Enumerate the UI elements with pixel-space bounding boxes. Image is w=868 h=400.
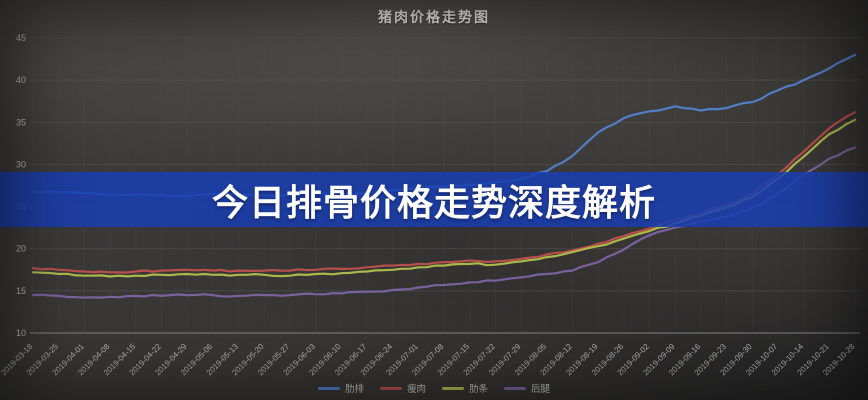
headline-banner: 今日排骨价格走势深度解析 xyxy=(0,172,868,227)
legend-swatch-2 xyxy=(442,386,464,390)
y-tick-label: 45 xyxy=(16,33,26,43)
chart-title: 猪肉价格走势图 xyxy=(378,9,490,25)
legend-label-2: 肋条 xyxy=(469,384,489,395)
y-tick-label: 10 xyxy=(16,328,26,338)
headline-text: 今日排骨价格走势深度解析 xyxy=(211,181,656,223)
y-tick-label: 20 xyxy=(16,244,26,254)
y-tick-label: 40 xyxy=(16,75,26,85)
legend-label-0: 肋排 xyxy=(344,384,364,395)
y-tick-label: 30 xyxy=(16,159,26,169)
chart-legend: 肋排 瘦肉 肋条 后腿 xyxy=(0,379,868,397)
legend-item-3: 后腿 xyxy=(504,381,550,395)
legend-swatch-1 xyxy=(379,386,402,390)
legend-swatch-0 xyxy=(317,386,340,390)
legend-swatch-3 xyxy=(504,386,527,390)
y-tick-label: 15 xyxy=(16,286,26,296)
legend-label-1: 瘦肉 xyxy=(406,384,426,395)
legend-label-3: 后腿 xyxy=(531,384,551,395)
legend-item-1: 瘦肉 xyxy=(379,381,426,395)
y-tick-label: 35 xyxy=(16,117,26,127)
legend-item-2: 肋条 xyxy=(442,381,488,395)
legend-item-0: 肋排 xyxy=(317,381,364,395)
